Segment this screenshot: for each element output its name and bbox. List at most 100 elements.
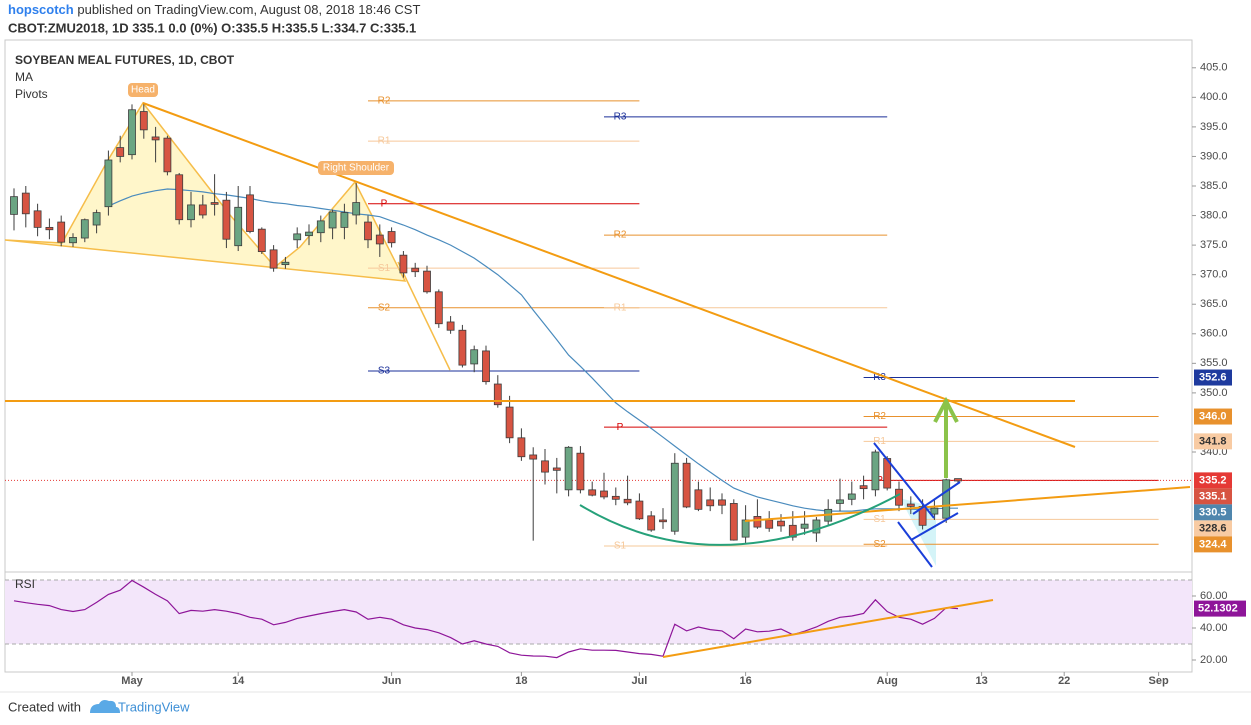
author[interactable]: hopscotch (8, 2, 74, 17)
rsi-title: RSI (15, 577, 35, 591)
price-marker-label: 341.8 (1199, 435, 1227, 447)
x-tick-label: 16 (739, 675, 751, 687)
brand-link[interactable]: TradingView (118, 699, 190, 714)
candle-body (210, 202, 219, 205)
candle-body (57, 221, 66, 243)
candle-body (305, 231, 313, 237)
price-marker (1194, 369, 1232, 386)
price-marker-label: 328.6 (1199, 522, 1227, 534)
candle-body (906, 503, 915, 507)
y-tick-label: 375.0 (1200, 239, 1228, 251)
candle-body (222, 199, 231, 240)
candle-body (706, 499, 715, 507)
y-tick-label: 355.0 (1200, 357, 1228, 369)
pattern-target (397, 261, 451, 371)
y-tick-label: 20.00 (1200, 654, 1228, 666)
candle-body (576, 452, 585, 491)
pivot-label: P (876, 475, 883, 486)
y-tick-label: 405.0 (1200, 62, 1228, 74)
candle-body (741, 519, 750, 538)
x-tick-label: 18 (515, 675, 527, 687)
candle-body (552, 467, 561, 471)
pivot-label: P (617, 422, 624, 433)
rsi-marker-label: 52.1302 (1198, 602, 1238, 614)
annotation-box (128, 83, 158, 97)
flag-line (910, 512, 959, 541)
candle-body (328, 211, 337, 229)
candle-body (364, 221, 372, 241)
candle-body (352, 202, 361, 216)
pivot-label: R2 (873, 411, 886, 422)
x-tick-label: Jun (382, 675, 402, 687)
price-marker (1194, 536, 1232, 553)
candle-body (246, 194, 254, 232)
candle-body (611, 495, 620, 500)
drawing-layer: Head Right Shoulder (5, 83, 1191, 658)
pivot-label: S1 (614, 541, 627, 552)
candle-body (128, 109, 136, 156)
price-marker-label: 335.1 (1199, 490, 1227, 502)
rsi-marker (1194, 600, 1246, 617)
candle-body (139, 111, 148, 131)
pivot-label: S1 (873, 514, 886, 525)
candle-body (482, 350, 490, 383)
pivot-label: P (381, 198, 388, 209)
pivot-label: R2 (378, 96, 391, 107)
brand-logo[interactable] (90, 700, 120, 713)
legend-entry[interactable]: MA (15, 70, 33, 84)
header-line: hopscotch published on TradingView.com, … (8, 2, 420, 17)
y-tick-label: 400.0 (1200, 91, 1228, 103)
x-tick-label: May (121, 675, 143, 687)
candle-body (623, 498, 632, 504)
candle-body (446, 321, 455, 331)
candle-body (470, 349, 479, 365)
y-tick-label: 40.00 (1200, 622, 1228, 634)
pivot-label: R1 (614, 302, 627, 313)
candle-body (281, 261, 290, 266)
pivot-label: S2 (873, 539, 886, 550)
candle-body (694, 489, 703, 510)
candle-body (80, 219, 89, 239)
y-tick-label: 385.0 (1200, 180, 1228, 192)
flag-fill (900, 498, 936, 566)
candle-body (198, 204, 207, 216)
candle-body (517, 437, 526, 458)
candle-body (541, 460, 549, 473)
plot-frame (4, 39, 1193, 673)
published: published on TradingView.com, August 08,… (77, 2, 420, 17)
candle-body (588, 489, 597, 496)
rsi-band (5, 580, 1192, 644)
candle-body (800, 523, 809, 529)
pivot-label: S3 (378, 366, 391, 377)
candle-body (600, 490, 608, 498)
candle-body (423, 270, 431, 293)
candle-body (399, 254, 408, 274)
target-arrow-head (933, 396, 959, 423)
pivot-label: S1 (378, 263, 391, 274)
candle-body (788, 524, 797, 538)
y-tick-label: 380.0 (1200, 209, 1228, 221)
price-marker (1194, 408, 1232, 425)
price-marker (1194, 488, 1232, 505)
pivot-label: R3 (614, 111, 627, 122)
price-marker (1194, 433, 1232, 450)
candle-body (411, 267, 420, 273)
legend-entry[interactable]: Pivots (15, 87, 48, 101)
y-tick-label: 390.0 (1200, 150, 1228, 162)
candle-body (33, 210, 42, 228)
candle-body (942, 479, 951, 519)
candle-body (564, 446, 573, 491)
price-marker-label: 346.0 (1199, 410, 1227, 422)
rsi-trend-line (662, 599, 994, 658)
y-tick-label: 350.0 (1200, 387, 1228, 399)
candle-body (493, 383, 502, 406)
axis-layer: 405.0 400.0 395.0 390.0 385.0 380.0 375.0 370.0… (121, 62, 1246, 687)
price-marker (1194, 520, 1232, 537)
quote-line: CBOT:ZMU2018, 1D 335.1 0.0 (0%) O:335.5 … (8, 20, 416, 35)
price-marker-label: 324.4 (1199, 538, 1227, 550)
candle-body (812, 519, 821, 534)
flag-line (912, 481, 961, 515)
pivot-label: R3 (873, 372, 886, 383)
